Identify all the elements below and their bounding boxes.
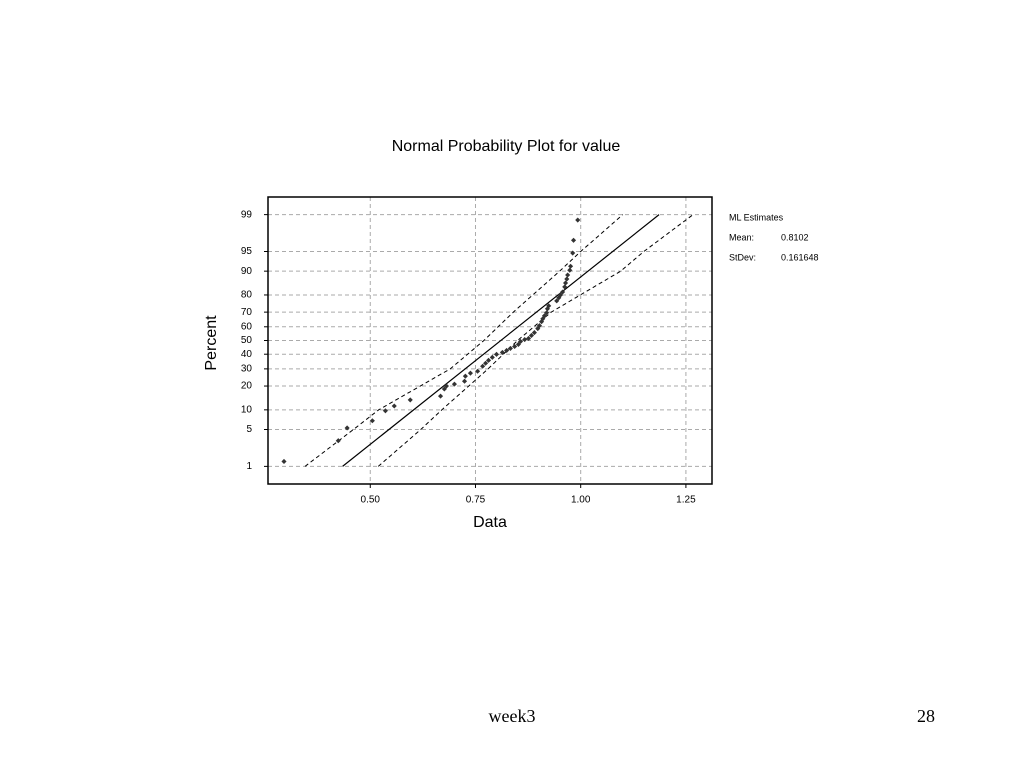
- data-point: [451, 381, 457, 387]
- y-axis-label: Percent: [203, 315, 220, 371]
- y-tick-label: 40: [241, 349, 253, 360]
- chart-title: Normal Probability Plot for value: [392, 138, 621, 155]
- y-tick-label: 60: [241, 321, 253, 332]
- x-tick-label: 0.75: [466, 495, 486, 506]
- data-point: [544, 310, 550, 316]
- data-point: [565, 272, 571, 278]
- x-tick-label: 0.50: [361, 495, 381, 506]
- data-point: [515, 341, 521, 347]
- data-point: [391, 403, 397, 409]
- y-tick-label: 20: [241, 381, 253, 392]
- y-tick-label: 99: [241, 209, 253, 220]
- data-point: [517, 338, 524, 344]
- estimate-label: StDev:: [729, 252, 756, 262]
- plot-frame: [267, 196, 713, 485]
- data-point: [443, 383, 449, 389]
- data-point: [483, 360, 489, 366]
- y-tick-label: 30: [241, 364, 253, 375]
- x-axis-label: Data: [473, 514, 507, 531]
- data-point: [344, 425, 350, 431]
- y-tick-label: 1: [246, 461, 252, 472]
- y-tick-label: 50: [241, 335, 253, 346]
- x-tick-label: 1.25: [676, 495, 696, 506]
- data-point: [568, 263, 574, 269]
- data-point: [480, 363, 486, 369]
- y-tick-label: 10: [241, 404, 253, 415]
- data-point: [541, 313, 548, 319]
- data-point: [564, 276, 570, 282]
- data-point: [562, 280, 569, 286]
- data-point: [570, 237, 577, 243]
- y-tick-label: 90: [241, 266, 253, 277]
- data-point: [575, 217, 581, 223]
- data-point: [382, 408, 388, 414]
- data-point: [493, 351, 500, 357]
- x-tick-label: 1.00: [571, 495, 591, 506]
- confidence-band: [377, 214, 694, 467]
- data-point: [560, 289, 566, 295]
- data-point: [512, 343, 518, 350]
- fit-line: [342, 214, 660, 467]
- y-tick-label: 70: [241, 307, 253, 318]
- data-point: [438, 393, 444, 399]
- data-point: [504, 347, 510, 354]
- data-point: [499, 349, 505, 355]
- data-point: [475, 368, 481, 374]
- data-point: [567, 267, 573, 273]
- data-point: [461, 378, 468, 384]
- estimate-value: 0.161648: [781, 252, 819, 262]
- data-point: [489, 354, 495, 360]
- data-point: [546, 303, 552, 309]
- data-point: [369, 418, 375, 424]
- estimates-title: ML Estimates: [729, 212, 784, 222]
- data-point: [335, 438, 341, 444]
- data-point: [528, 332, 534, 339]
- data-point: [281, 458, 287, 464]
- y-tick-label: 95: [241, 246, 253, 257]
- page-number: 28: [917, 706, 935, 726]
- footer-text: week3: [489, 706, 536, 726]
- data-point: [485, 357, 492, 363]
- y-tick-label: 5: [246, 424, 252, 435]
- confidence-band: [304, 214, 624, 467]
- data-point: [467, 370, 473, 376]
- estimate-label: Mean:: [729, 232, 754, 242]
- estimate-value: 0.8102: [781, 232, 809, 242]
- data-point: [462, 373, 468, 379]
- data-point: [407, 397, 413, 403]
- y-tick-label: 80: [241, 290, 253, 301]
- data-point: [525, 335, 532, 342]
